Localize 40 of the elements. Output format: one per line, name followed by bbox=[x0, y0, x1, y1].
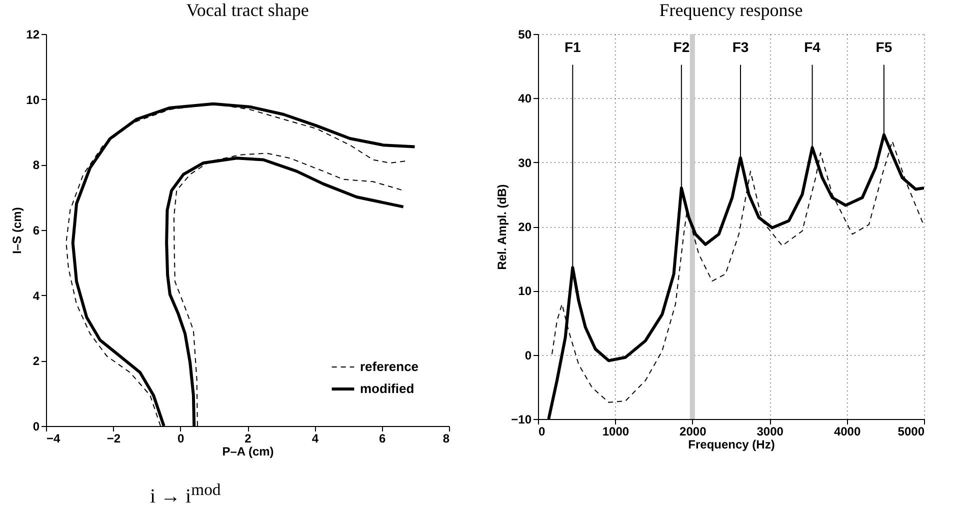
annotation: F3 bbox=[732, 39, 749, 56]
y-axis-title: I–S (cm) bbox=[10, 207, 24, 254]
y-tick-label: 6 bbox=[32, 224, 40, 238]
annotation: F2 bbox=[673, 39, 690, 56]
y-tick-label: 8 bbox=[32, 158, 40, 172]
x-tick-label: 1000 bbox=[602, 424, 630, 438]
chart-title: Frequency response bbox=[659, 0, 803, 20]
legend-label: modified bbox=[360, 381, 414, 396]
y-tick-label: 4 bbox=[32, 288, 40, 303]
x-tick-label: −4 bbox=[46, 432, 61, 446]
y-axis-title: Rel. Ampl. (dB) bbox=[495, 184, 510, 270]
x-tick-label: 2000 bbox=[680, 424, 707, 438]
legend-label: reference bbox=[360, 359, 419, 374]
x-tick-label: 8 bbox=[442, 432, 450, 446]
y-tick-label: 40 bbox=[518, 92, 532, 106]
annotation: F5 bbox=[876, 39, 892, 56]
text: i → i$^{mod}$ bbox=[150, 480, 221, 509]
x-tick-label: 4 bbox=[312, 432, 319, 446]
y-tick-label: −10 bbox=[511, 412, 532, 426]
y-tick-label: 2 bbox=[32, 354, 40, 368]
x-tick-label: 0 bbox=[177, 432, 184, 446]
x-tick-label: 2 bbox=[244, 432, 252, 446]
y-tick-label: 0 bbox=[524, 348, 532, 362]
annotation: F1 bbox=[564, 39, 582, 56]
y-tick-label: 30 bbox=[518, 156, 532, 170]
x-axis-title: Frequency (Hz) bbox=[688, 438, 775, 452]
y-tick-label: 20 bbox=[518, 220, 532, 234]
x-tick-label: 6 bbox=[378, 432, 386, 446]
x-tick-label: −2 bbox=[106, 432, 121, 446]
x-tick-label: 5000 bbox=[898, 424, 925, 438]
x-tick-label: 3000 bbox=[756, 424, 784, 438]
annotation: F4 bbox=[804, 39, 821, 56]
x-axis-title: P–A (cm) bbox=[222, 444, 274, 458]
y-tick-label: 10 bbox=[518, 284, 532, 298]
x-tick-label: 0 bbox=[538, 424, 546, 438]
y-tick-label: 50 bbox=[518, 28, 532, 42]
x-tick-label: 4000 bbox=[834, 424, 861, 438]
y-tick-label: 10 bbox=[26, 92, 40, 107]
chart-title: Vocal tract shape bbox=[186, 0, 309, 20]
y-tick-label: 12 bbox=[26, 28, 40, 42]
